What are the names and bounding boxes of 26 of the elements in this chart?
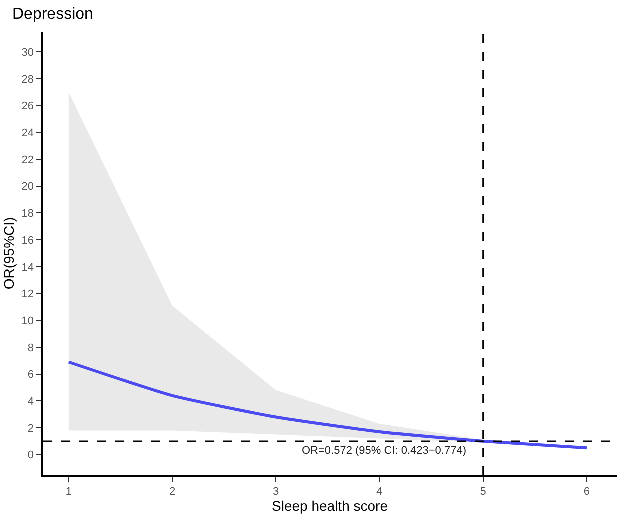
y-tick-label: 18 <box>22 208 34 220</box>
annotation: OR=0.572 (95% CI: 0.423−0.774) <box>302 445 466 457</box>
x-tick-label: 6 <box>584 486 590 498</box>
y-tick-label: 4 <box>28 396 34 408</box>
chart-title: Depression <box>12 6 94 23</box>
y-tick-label: 12 <box>22 288 34 301</box>
y-tick-label: 2 <box>28 422 34 435</box>
x-tick-label: 1 <box>66 486 72 498</box>
y-tick-label: 8 <box>28 342 34 354</box>
y-tick-label: 14 <box>22 262 34 274</box>
y-tick-label: 26 <box>22 100 34 113</box>
x-tick-label: 3 <box>273 486 280 498</box>
y-axis-title: OR(95%CI) <box>0 217 17 290</box>
x-axis-title: Sleep health score <box>272 498 388 514</box>
y-tick-label: 16 <box>22 234 34 247</box>
x-tick-label: 2 <box>169 486 176 498</box>
y-tick-label: 30 <box>22 46 34 59</box>
y-tick-label: 28 <box>22 74 34 86</box>
y-tick-label: 22 <box>22 154 34 166</box>
y-tick-label: 24 <box>22 128 34 140</box>
y-tick-label: 0 <box>28 450 34 462</box>
y-tick-label: 10 <box>22 315 34 328</box>
x-tick-label: 4 <box>376 486 383 498</box>
y-tick-label: 6 <box>28 369 34 382</box>
x-tick-label: 5 <box>480 486 486 498</box>
y-tick-label: 20 <box>22 181 34 194</box>
